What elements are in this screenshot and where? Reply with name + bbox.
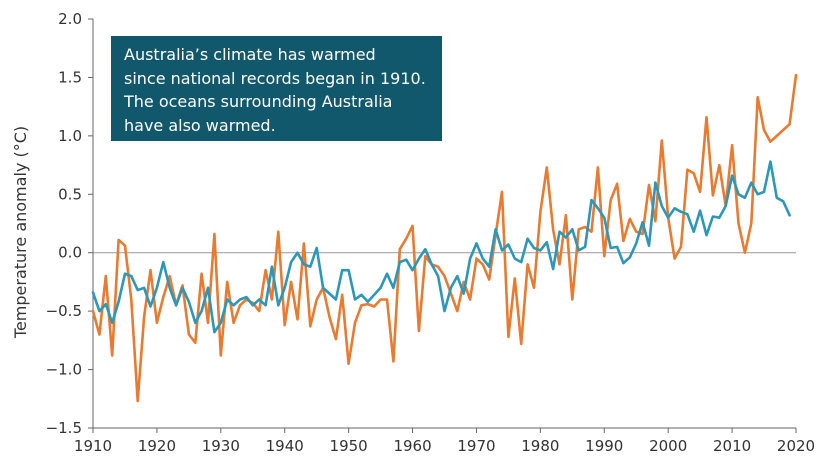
x-tick-label: 1940 — [266, 437, 304, 455]
x-tick-label: 1910 — [74, 437, 112, 455]
y-tick-label: 0.5 — [58, 185, 82, 203]
y-tick-label: 1.5 — [58, 68, 82, 86]
annotation-line: since national records began in 1910. — [124, 68, 426, 88]
ocean-temperature-line — [91, 160, 791, 334]
x-tick-label: 2000 — [649, 437, 687, 455]
annotation-box: Australia’s climate has warmed since nat… — [111, 36, 442, 141]
x-tick-label: 2020 — [777, 437, 815, 455]
y-tick-labels: 2.0 1.5 1.0 0.5 0.0 −0.5 −1.0 −1.5 — [46, 10, 93, 437]
y-tick-label: 0.0 — [58, 244, 82, 262]
x-tick-label: 1990 — [585, 437, 623, 455]
y-tick-label: 1.0 — [58, 127, 82, 145]
x-tick-label: 1930 — [202, 437, 240, 455]
y-tick-label: −0.5 — [46, 302, 82, 320]
land-temperature-line — [91, 73, 798, 403]
annotation-line: have also warmed. — [124, 115, 276, 135]
y-tick-label: 2.0 — [58, 10, 82, 28]
axes — [92, 19, 796, 429]
y-axis-label: Temperature anomaly (°C) — [11, 126, 30, 339]
x-tick-labels: 1910 1920 1930 1940 1950 1960 1970 1980 1990 2000… — [74, 428, 815, 455]
x-tick-label: 2010 — [713, 437, 751, 455]
y-tick-label: −1.5 — [46, 419, 82, 437]
x-tick-label: 1970 — [457, 437, 495, 455]
x-tick-label: 1950 — [330, 437, 368, 455]
data-series — [91, 73, 798, 403]
x-tick-label: 1980 — [521, 437, 559, 455]
annotation-line: The oceans surrounding Australia — [124, 92, 393, 111]
x-tick-label: 1960 — [393, 437, 431, 455]
y-tick-label: −1.0 — [46, 361, 82, 379]
x-tick-label: 1920 — [138, 437, 176, 455]
annotation-line: Australia’s climate has warmed — [124, 45, 376, 64]
